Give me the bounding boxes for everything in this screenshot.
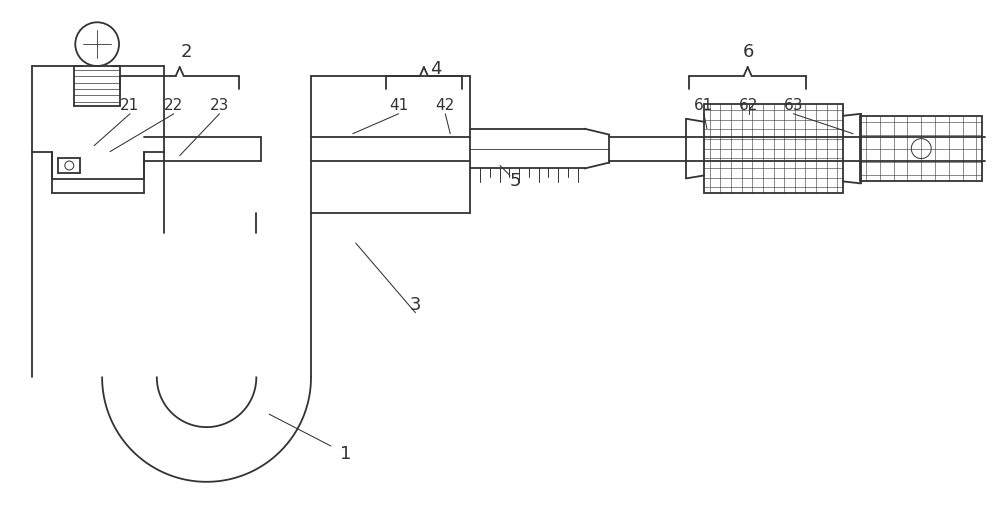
Text: 61: 61 — [694, 98, 714, 113]
Text: 23: 23 — [210, 98, 229, 113]
Text: 22: 22 — [164, 98, 183, 113]
Text: 6: 6 — [743, 43, 754, 61]
Text: 63: 63 — [784, 98, 803, 113]
Text: 62: 62 — [739, 98, 758, 113]
Text: 21: 21 — [120, 98, 140, 113]
Text: 41: 41 — [389, 98, 408, 113]
Text: 2: 2 — [181, 43, 192, 61]
Text: 42: 42 — [436, 98, 455, 113]
Text: 3: 3 — [410, 296, 421, 314]
Text: 1: 1 — [340, 445, 352, 463]
Bar — [860, 116, 982, 181]
Text: 5: 5 — [509, 173, 521, 190]
Text: 4: 4 — [430, 60, 441, 78]
Bar — [704, 104, 843, 194]
